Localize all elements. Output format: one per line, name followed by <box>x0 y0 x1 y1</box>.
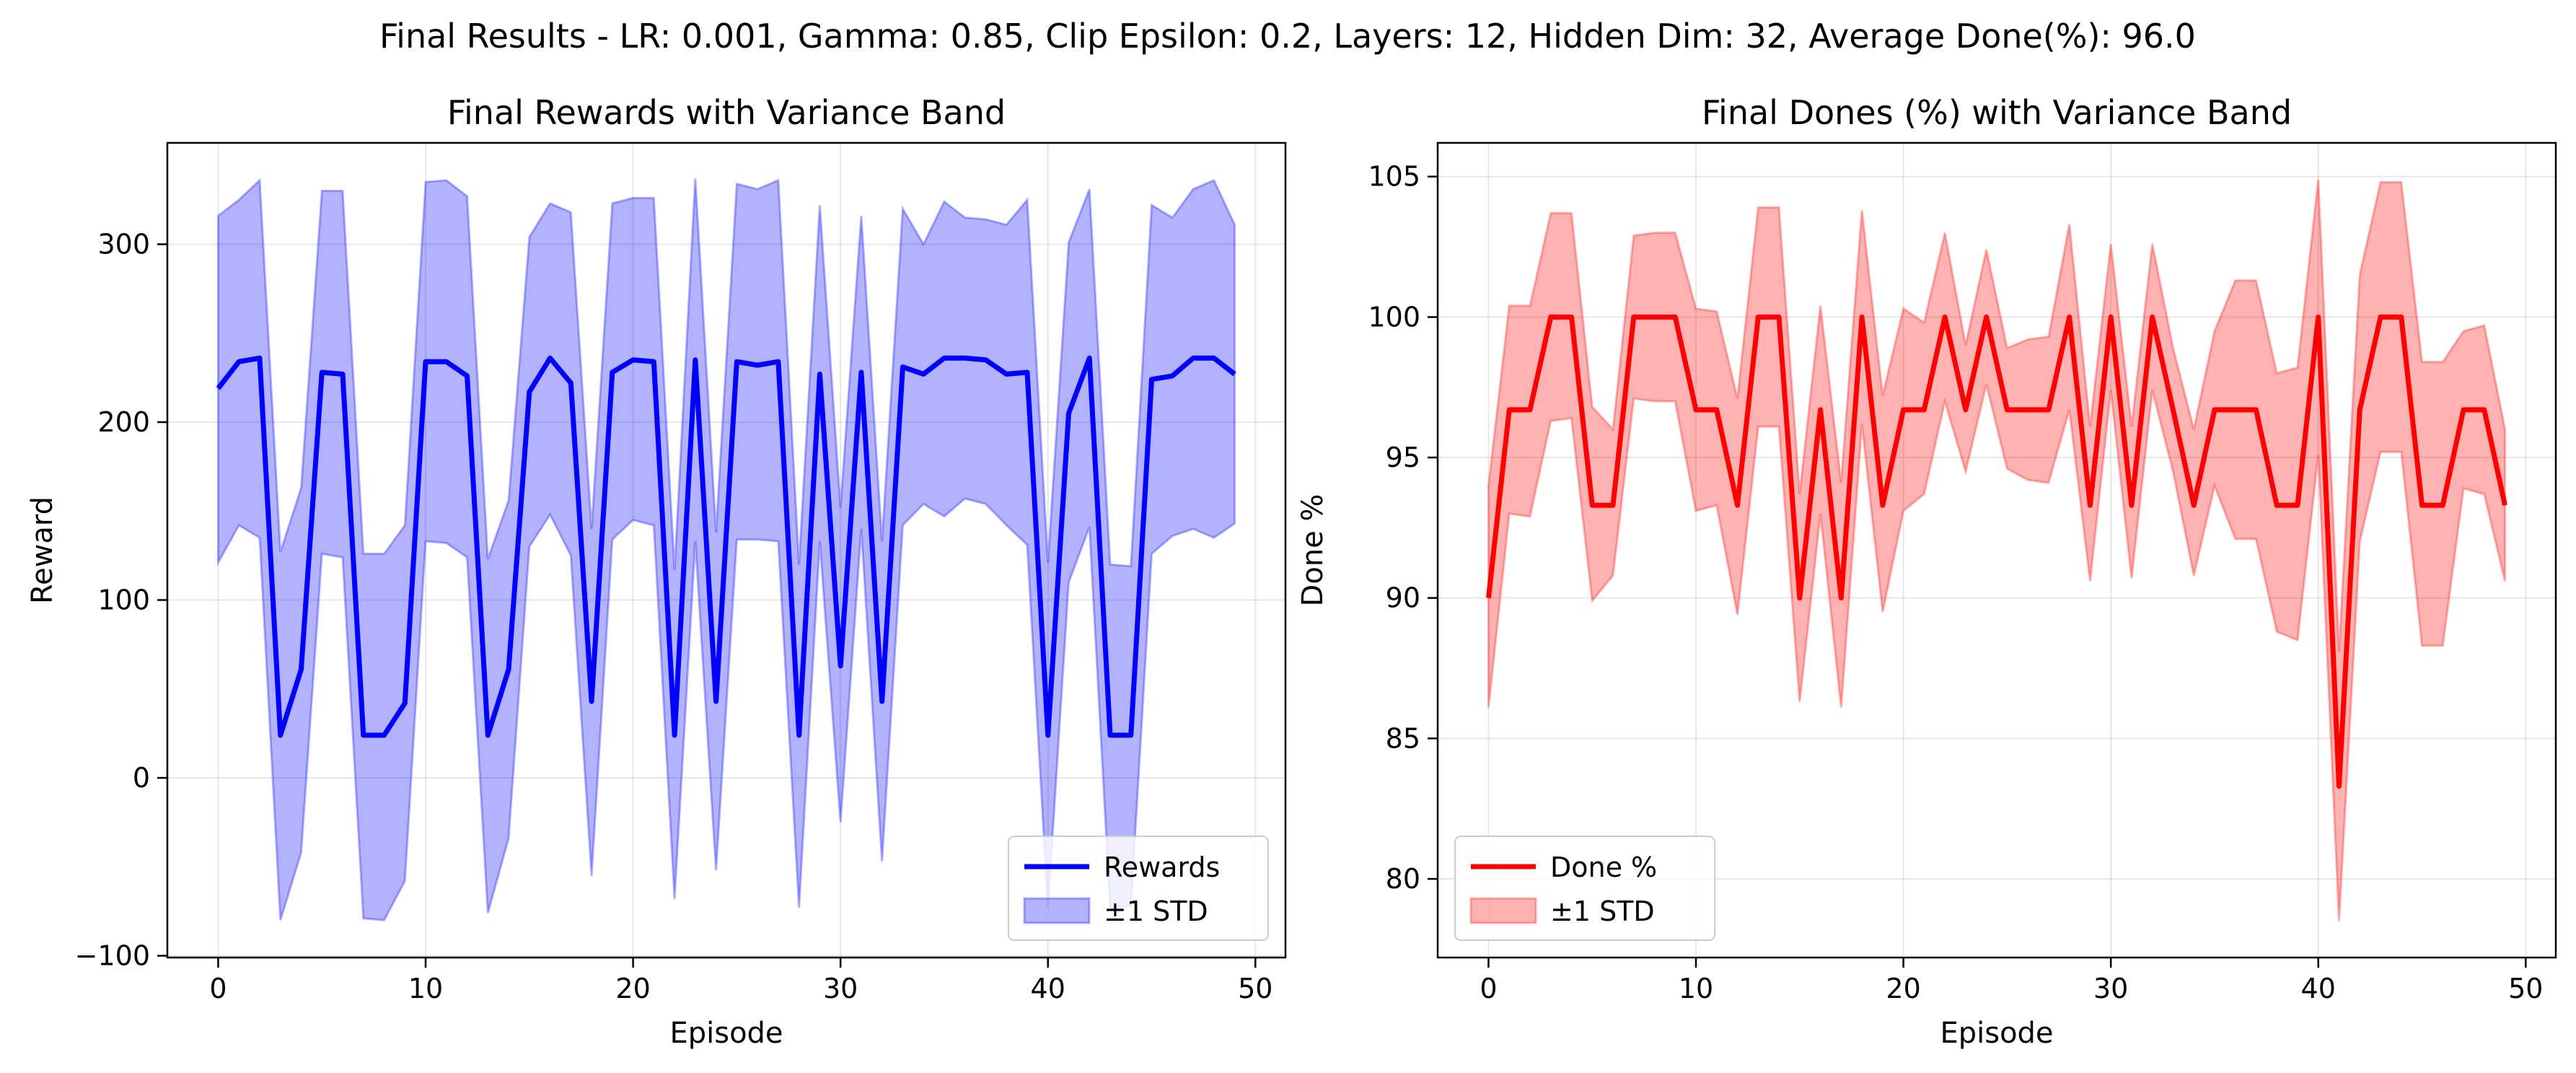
y-axis-label: Reward <box>26 496 59 604</box>
x-tick-label: 50 <box>2508 973 2543 1004</box>
legend: Done % ±1 STD <box>1454 836 1715 941</box>
legend-band-swatch <box>1023 897 1091 924</box>
chart-title: Final Rewards with Variance Band <box>447 93 1006 132</box>
dones-panel: 0 10 20 30 40 50 80 85 90 95 100 105 Final Dones (%)… <box>1296 93 2557 1050</box>
rewards-panel: 0 10 20 30 40 50 −100 0 100 200 300 Final Rewards w… <box>26 93 1287 1050</box>
x-tick-label: 40 <box>2301 973 2336 1004</box>
chart-title: Final Dones (%) with Variance Band <box>1702 93 2292 132</box>
y-tick-label: 90 <box>1386 582 1420 614</box>
axes-frame <box>1436 141 2557 959</box>
y-axis-label: Done % <box>1296 494 1329 607</box>
y-tick-label: 100 <box>97 584 150 616</box>
x-tick-label: 10 <box>408 973 443 1004</box>
legend-frame <box>1008 836 1269 941</box>
y-tick-label: −100 <box>75 940 150 972</box>
x-tick-label: 30 <box>823 973 858 1004</box>
y-tick-label: 100 <box>1368 301 1420 333</box>
legend: Rewards ±1 STD <box>1008 836 1269 941</box>
x-tick-label: 0 <box>1480 973 1497 1004</box>
grid <box>167 143 1285 958</box>
x-axis-label: Episode <box>1940 1017 2053 1050</box>
variance-band <box>1487 179 2507 921</box>
x-tick-label: 20 <box>1886 973 1920 1004</box>
x-tick-label: 50 <box>1238 973 1272 1004</box>
legend-label: ±1 STD <box>1104 895 1208 927</box>
legend-frame <box>1454 836 1715 941</box>
x-axis-label: Episode <box>669 1017 783 1050</box>
y-tick-label: 105 <box>1368 161 1420 193</box>
x-tick-label: 30 <box>2093 973 2128 1004</box>
y-tick-label: 85 <box>1386 722 1420 754</box>
y-tick-label: 0 <box>133 762 150 794</box>
legend-band-swatch <box>1469 897 1537 924</box>
x-tick-label: 10 <box>1679 973 1713 1004</box>
legend-label: Done % <box>1550 851 1657 883</box>
axes-frame <box>166 141 1287 959</box>
x-tick-label: 40 <box>1031 973 1065 1004</box>
series-line <box>1485 314 2507 789</box>
y-tick-label: 300 <box>97 229 150 260</box>
x-tick-label: 20 <box>615 973 650 1004</box>
series-line <box>216 355 1236 738</box>
x-tick-label: 0 <box>209 973 227 1004</box>
legend-label: Rewards <box>1104 851 1220 883</box>
legend-label: ±1 STD <box>1550 895 1655 927</box>
y-tick-label: 80 <box>1386 863 1420 895</box>
figure-suptitle: Final Results - LR: 0.001, Gamma: 0.85, … <box>379 17 2196 56</box>
y-tick-label: 95 <box>1386 442 1420 473</box>
y-tick-label: 200 <box>97 406 150 438</box>
